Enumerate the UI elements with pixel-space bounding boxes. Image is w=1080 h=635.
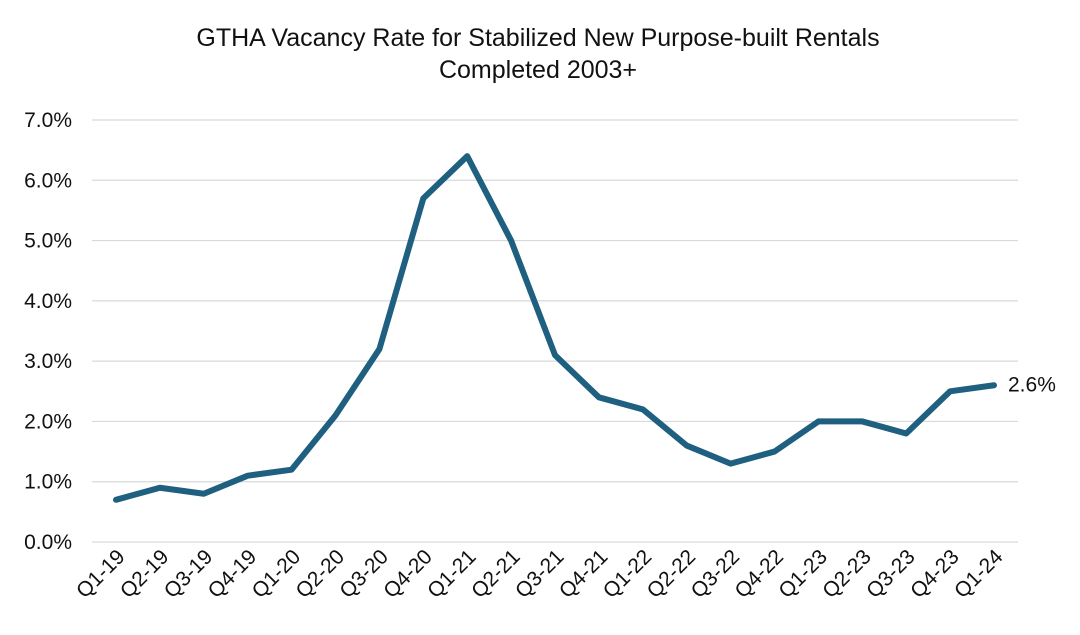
x-tick-label: Q2-19: [116, 545, 174, 603]
x-tick-label: Q1-23: [774, 545, 832, 603]
x-tick-label: Q2-23: [818, 545, 876, 603]
x-tick-label: Q4-21: [555, 545, 613, 603]
x-tick-label: Q1-22: [599, 545, 657, 603]
y-tick-label: 0.0%: [24, 531, 72, 554]
x-tick-label: Q2-22: [643, 545, 701, 603]
x-tick-label: Q3-21: [511, 545, 569, 603]
y-tick-label: 2.0%: [24, 410, 72, 433]
y-tick-label: 3.0%: [24, 350, 72, 373]
x-tick-label: Q3-19: [160, 545, 218, 603]
y-tick-label: 5.0%: [24, 230, 72, 253]
data-label: 2.6%: [1008, 373, 1056, 396]
x-tick-label: Q1-19: [72, 545, 130, 603]
y-tick-label: 1.0%: [24, 471, 72, 494]
x-tick-label: Q4-22: [730, 545, 788, 603]
chart-title: GTHA Vacancy Rate for Stabilized New Pur…: [196, 24, 879, 52]
y-tick-label: 7.0%: [24, 109, 72, 132]
annotation-layer: 2.6%: [1008, 373, 1056, 396]
x-tick-label: Q4-19: [204, 545, 262, 603]
x-tick-label: Q2-21: [467, 545, 525, 603]
x-tick-label: Q1-24: [950, 545, 1008, 603]
x-tick-label: Q2-20: [291, 545, 349, 603]
y-axis-tick-labels: 0.0% 1.0% 2.0% 3.0% 4.0% 5.0% 6.0% 7.0%: [24, 109, 72, 554]
y-tick-label: 6.0%: [24, 169, 72, 192]
x-tick-label: Q3-23: [862, 545, 920, 603]
y-tick-label: 4.0%: [24, 290, 72, 313]
grid-lines: [92, 119, 1018, 543]
x-axis-tick-labels: Q1-19Q2-19Q3-19Q4-19Q1-20Q2-20Q3-20Q4-20…: [72, 545, 1008, 603]
series-layer: [113, 153, 997, 503]
x-tick-label: Q1-20: [248, 545, 306, 603]
x-tick-label: Q4-20: [379, 545, 437, 603]
series-line: [113, 153, 997, 503]
chart-subtitle: Completed 2003+: [439, 56, 637, 84]
x-tick-label: Q4-23: [906, 545, 964, 603]
x-tick-label: Q1-21: [423, 545, 481, 603]
x-tick-label: Q3-20: [335, 545, 393, 603]
x-tick-label: Q3-22: [687, 545, 745, 603]
